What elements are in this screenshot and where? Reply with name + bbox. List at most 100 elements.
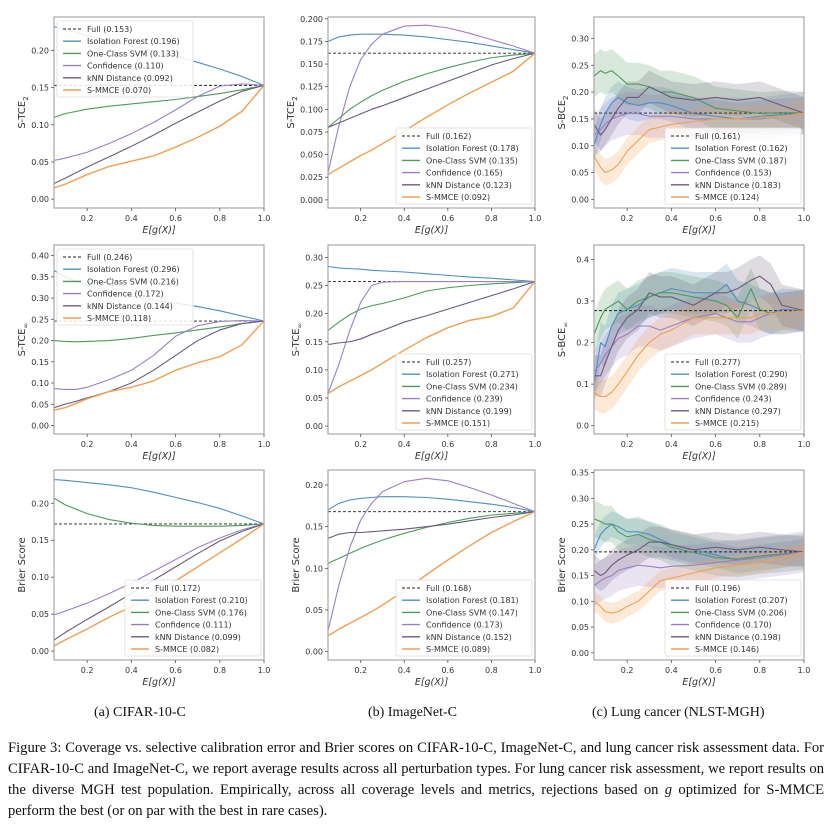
x-tick-label: 0.4 [665, 214, 678, 223]
y-tick-label: 0.15 [31, 84, 49, 93]
series-line-one-class-svm [54, 320, 264, 343]
caption-text-2: optimized for S-MMCE perform the best (o… [8, 782, 824, 819]
confidence-band [594, 70, 804, 152]
x-tick-label: 1.0 [798, 214, 811, 223]
y-tick-label: 0.05 [31, 400, 49, 409]
series-line-one-class-svm [328, 281, 535, 331]
legend: Full (0.162) Isolation Forest (0.178) One-… [395, 127, 533, 205]
series-line-confidence [54, 83, 264, 161]
legend: Full (0.246) Isolation Forest (0.296) One-… [56, 248, 194, 326]
legend: Full (0.168) Isolation Forest (0.181) One-… [395, 579, 533, 657]
legend-label: One-Class SVM (0.289) [695, 382, 787, 391]
x-axis-label: E[g(X)] [682, 225, 716, 236]
y-tick-label: 0.25 [571, 520, 589, 529]
axes-frame [327, 469, 536, 661]
chart-panel-c-row1: 0.2 0.4 0.6 0.8 1.0 0.00 0.05 0.10 0.15 0.20 0.25 0… [557, 16, 811, 236]
series-line-confidence [328, 24, 535, 173]
axes-frame [593, 244, 805, 435]
legend-label: Confidence (0.111) [155, 621, 232, 630]
legend-label: One-Class SVM (0.176) [155, 608, 247, 617]
confidence-band [594, 294, 804, 414]
x-axis-label: E[g(X)] [682, 677, 716, 688]
plot-area [594, 500, 804, 624]
x-tick-label: 0.4 [125, 440, 138, 449]
x-tick-label: 0.8 [485, 440, 498, 449]
chart-panel-b-row3: 0.2 0.4 0.6 0.8 1.0 0.00 0.05 0.10 0.15 0.20 E[g(X… [291, 469, 541, 688]
y-axis-label: Brier Score [17, 537, 28, 592]
y-tick-label: 0.10 [305, 366, 323, 375]
x-axis-label: E[g(X)] [415, 451, 449, 462]
series-line-one-class-svm [54, 497, 264, 527]
y-tick-label: 0.10 [305, 564, 323, 573]
y-axis-label: S-TCE∞ [17, 323, 30, 357]
x-tick-label: 0.6 [441, 440, 454, 449]
confidence-band [594, 526, 804, 592]
y-tick-label: 0.0 [576, 422, 589, 431]
y-tick-label: 0.10 [571, 597, 589, 606]
confidence-band [594, 541, 804, 624]
x-tick-label: 0.4 [398, 214, 411, 223]
legend-label: Confidence (0.110) [87, 62, 164, 71]
x-tick-label: 0.2 [81, 666, 94, 675]
y-tick-label: 0.10 [31, 379, 49, 388]
legend-label: S-MMCE (0.118) [87, 314, 151, 323]
legend-label: S-MMCE (0.092) [426, 193, 490, 202]
x-tick-label: 1.0 [798, 440, 811, 449]
series-line-isolation-forest [328, 496, 535, 513]
y-tick-label: 0.05 [571, 169, 589, 178]
legend-box [664, 127, 802, 205]
x-tick-label: 0.8 [213, 666, 226, 675]
y-tick-label: 0.25 [305, 282, 323, 291]
chart-panel-c-row3: 0.2 0.4 0.6 0.8 1.0 0.00 0.05 0.10 0.15 0.20 0.25 0… [557, 469, 810, 688]
x-axis-label: E[g(X)] [415, 677, 449, 688]
x-tick-label: 0.6 [169, 214, 182, 223]
x-tick-label: 1.0 [529, 214, 542, 223]
y-tick-label: 0.25 [571, 61, 589, 70]
legend-label: Full (0.257) [426, 358, 471, 367]
x-tick-label: 1.0 [529, 440, 542, 449]
series-line-confidence [54, 320, 264, 390]
x-tick-label: 0.6 [441, 666, 454, 675]
y-tick-label: 0.05 [305, 606, 323, 615]
y-tick-label: 0.00 [31, 422, 49, 431]
series-line-isolation-forest [54, 479, 264, 525]
y-tick-label: 0.10 [571, 142, 589, 151]
legend-label: Full (0.161) [695, 132, 740, 141]
series-line-isolation-forest [328, 33, 535, 54]
series-line-knn-distance [328, 52, 535, 128]
subcaption-c: (c) Lung cancer (NLST-MGH) [592, 705, 765, 720]
y-tick-label: 0.20 [31, 337, 49, 346]
series-line-confidence [328, 281, 535, 394]
figure-3-grid: 0.2 0.4 0.6 0.8 1.0 0.00 0.05 0.10 0.15 0.20 E[g(X… [17, 15, 811, 688]
x-tick-label: 0.8 [753, 214, 766, 223]
y-tick-label: 0.15 [31, 358, 49, 367]
x-tick-label: 0.6 [709, 440, 722, 449]
y-tick-label: 0.10 [31, 573, 49, 582]
series-line-knn-distance [328, 281, 535, 346]
legend-label: kNN Distance (0.152) [426, 633, 512, 642]
axes-frame [327, 16, 536, 209]
legend-box [664, 579, 802, 657]
y-tick-label: 0.35 [31, 273, 49, 282]
y-tick-label: 0.30 [571, 34, 589, 43]
legend-label: kNN Distance (0.199) [426, 407, 512, 416]
y-tick-label: 0.00 [571, 195, 589, 204]
x-tick-label: 0.2 [621, 214, 634, 223]
y-tick-label: 0.30 [305, 253, 323, 262]
x-tick-label: 0.4 [125, 214, 138, 223]
legend-label: S-MMCE (0.124) [695, 193, 759, 202]
x-tick-label: 0.2 [81, 440, 94, 449]
legend-box [664, 353, 802, 431]
legend-label: One-Class SVM (0.234) [426, 382, 518, 391]
y-tick-label: 0.025 [300, 173, 323, 182]
caption-symbol-g: g [664, 782, 673, 798]
legend-label: Confidence (0.173) [426, 621, 503, 630]
legend-label: Full (0.162) [426, 132, 471, 141]
legend-box [395, 127, 533, 205]
legend-label: kNN Distance (0.092) [87, 74, 173, 83]
legend: Full (0.257) Isolation Forest (0.271) One-… [395, 353, 533, 431]
y-tick-label: 0.20 [571, 546, 589, 555]
legend-label: One-Class SVM (0.135) [426, 156, 518, 165]
legend-label: kNN Distance (0.183) [695, 181, 781, 190]
x-tick-label: 0.4 [125, 666, 138, 675]
